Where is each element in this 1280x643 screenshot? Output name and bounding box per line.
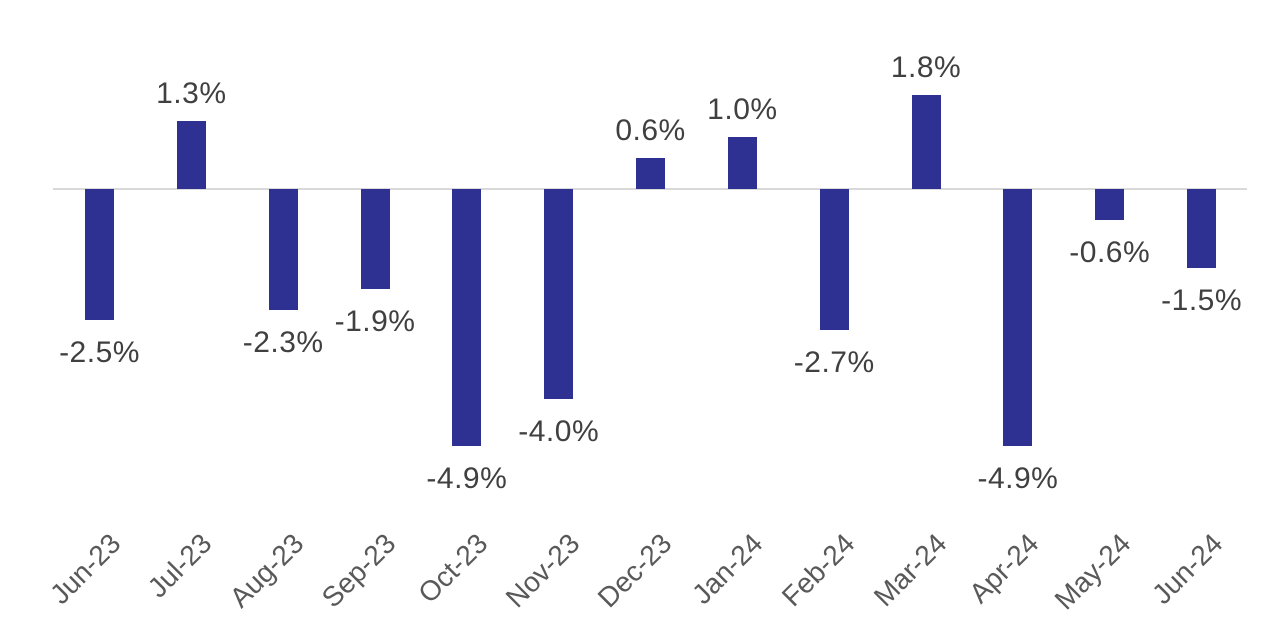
bar — [1003, 189, 1033, 446]
bar — [452, 189, 482, 446]
bar — [636, 158, 666, 189]
data-label: 1.0% — [707, 93, 778, 126]
bar — [819, 189, 849, 330]
bar — [268, 189, 298, 310]
bar — [727, 137, 757, 189]
data-label: 1.8% — [890, 51, 962, 84]
data-label: -4.0% — [518, 415, 600, 448]
data-label: -2.7% — [793, 346, 875, 379]
data-label: -2.5% — [59, 336, 140, 369]
bar — [360, 189, 390, 289]
bar — [544, 189, 574, 399]
data-label: -4.9% — [426, 462, 508, 495]
x-axis-line — [53, 188, 1247, 190]
data-label: -4.9% — [977, 462, 1059, 495]
data-label: -0.6% — [1069, 236, 1151, 269]
data-label: 1.3% — [156, 77, 227, 110]
bar — [1095, 189, 1125, 220]
data-label: 0.6% — [615, 114, 686, 147]
bar — [911, 95, 941, 189]
data-label: -1.9% — [334, 305, 416, 338]
bar — [176, 121, 206, 189]
data-label: -2.3% — [242, 326, 324, 359]
bar — [85, 189, 114, 320]
data-label: -1.5% — [1161, 284, 1243, 317]
bar — [1187, 189, 1217, 268]
